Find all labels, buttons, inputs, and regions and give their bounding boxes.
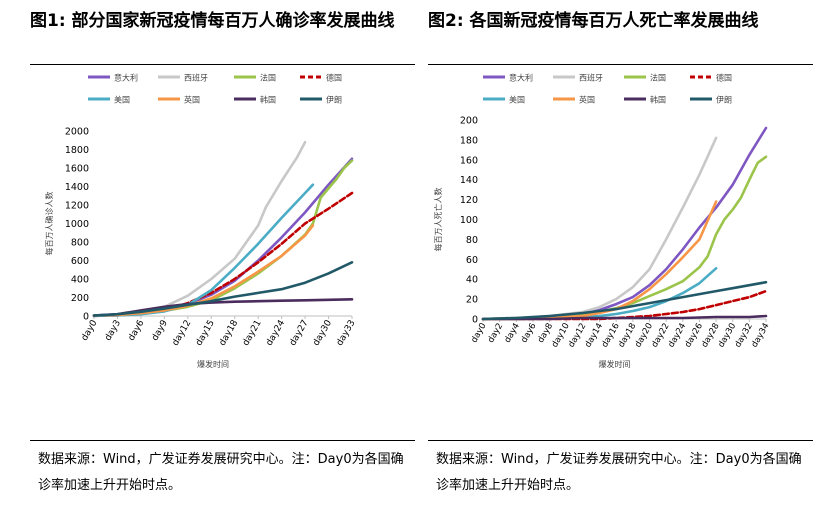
x-tick-label: day24 — [265, 318, 288, 347]
legend-label: 西班牙 — [184, 73, 208, 83]
y-tick-label: 1600 — [65, 164, 89, 175]
title-divider — [30, 64, 415, 65]
y-tick-label: 200 — [460, 116, 478, 127]
x-tick-label: day27 — [288, 319, 311, 348]
legend-label: 法国 — [650, 73, 666, 83]
chart-panel-deaths: 图2: 各国新冠疫情每百万人死亡率发展曲线 意大利 西班牙 法国 德国美国 英国 韩国 伊朗… — [428, 0, 813, 513]
source-divider — [428, 440, 813, 441]
legend-label: 西班牙 — [579, 73, 603, 83]
x-tick-label: day6 — [127, 318, 147, 343]
legend-label: 德国 — [326, 73, 342, 83]
legend-label: 美国 — [114, 95, 130, 105]
y-tick-label: 1000 — [65, 219, 89, 230]
y-tick-label: 800 — [71, 238, 89, 249]
series-line — [481, 200, 718, 321]
series-line — [92, 183, 315, 318]
x-tick-label: day4 — [503, 322, 522, 345]
series-line — [92, 191, 354, 318]
legend-label: 韩国 — [650, 95, 666, 105]
legend-label: 英国 — [184, 95, 200, 105]
source-note: 数据来源：Wind，广发证券发展研究中心。注：Day0为各国确诊率加速上升开始时… — [436, 452, 802, 493]
x-tick-label: day30 — [311, 318, 334, 347]
x-tick-label: day12 — [171, 319, 194, 348]
legend-label: 法国 — [260, 73, 276, 83]
y-tick-label: 2000 — [65, 127, 89, 138]
y-tick-label: 180 — [460, 135, 478, 146]
series-line — [481, 136, 718, 321]
legend-label: 伊朗 — [326, 95, 342, 105]
x-axis-label: 爆发时间 — [599, 359, 631, 369]
legend-label: 意大利 — [114, 73, 138, 83]
y-tick-label: 200 — [71, 293, 89, 304]
x-tick-label: day33 — [335, 319, 358, 348]
x-tick-label: day18 — [218, 318, 241, 347]
y-axis-label: 每百万人死亡人数 — [433, 188, 443, 252]
legend-label: 德国 — [716, 73, 732, 83]
y-tick-label: 1800 — [65, 145, 89, 156]
x-tick-label: day2 — [486, 322, 505, 345]
y-tick-label: 0 — [472, 315, 478, 326]
x-axis-label: 爆发时间 — [197, 359, 229, 369]
y-tick-label: 80 — [466, 235, 478, 246]
legend-label: 伊朗 — [716, 95, 732, 105]
y-tick-label: 120 — [460, 195, 478, 206]
x-tick-label: day21 — [241, 319, 264, 348]
x-tick-label: day6 — [519, 322, 538, 345]
y-tick-label: 1200 — [65, 201, 89, 212]
y-tick-label: 1400 — [65, 182, 89, 193]
series-line — [481, 314, 768, 321]
y-axis-label: 每百万人确诊人数 — [44, 192, 54, 256]
y-tick-label: 40 — [466, 275, 478, 286]
y-tick-label: 100 — [460, 215, 478, 226]
chart-panel-confirmed: 图1: 部分国家新冠疫情每百万人确诊率发展曲线 意大利 西班牙 法国 德国美国 英国 韩国… — [30, 0, 415, 513]
y-tick-label: 160 — [460, 155, 478, 166]
y-tick-label: 400 — [71, 275, 89, 286]
legend-label: 韩国 — [260, 95, 276, 105]
source-note: 数据来源：Wind，广发证券发展研究中心。注：Day0为各国确诊率加速上升开始时… — [38, 452, 404, 493]
x-tick-label: day15 — [194, 319, 217, 348]
y-tick-label: 600 — [71, 256, 89, 267]
x-tick-label: day9 — [150, 318, 170, 343]
title-divider — [428, 64, 813, 65]
chart-title: 图2: 各国新冠疫情每百万人死亡率发展曲线 — [428, 11, 759, 31]
series-line — [92, 261, 354, 317]
y-tick-label: 20 — [466, 295, 478, 306]
legend-label: 意大利 — [509, 73, 533, 83]
legend-label: 英国 — [579, 95, 595, 105]
source-divider — [30, 440, 415, 441]
legend-label: 美国 — [509, 95, 525, 105]
series-line — [481, 280, 768, 321]
y-tick-label: 0 — [83, 312, 89, 323]
y-tick-label: 60 — [466, 255, 478, 266]
x-tick-label: day3 — [103, 319, 123, 343]
chart-title: 图1: 部分国家新冠疫情每百万人确诊率发展曲线 — [30, 11, 395, 31]
y-tick-label: 140 — [460, 175, 478, 186]
